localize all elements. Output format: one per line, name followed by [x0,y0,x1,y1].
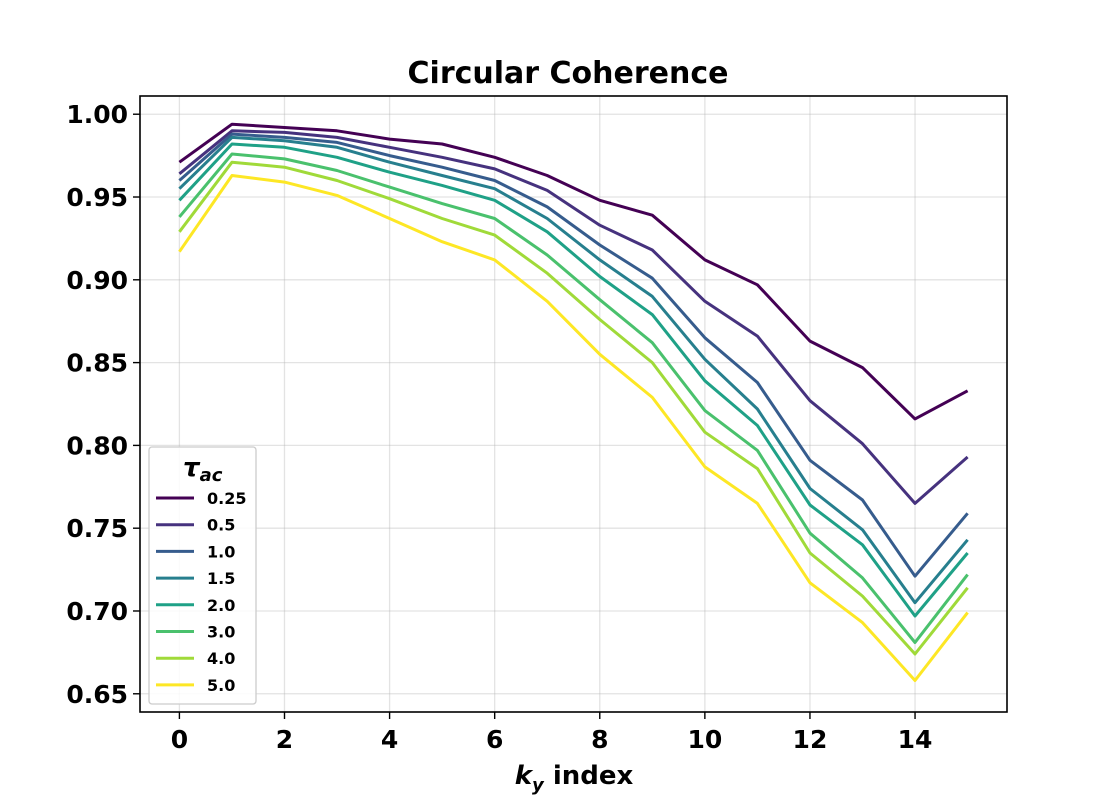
legend-label: 3.0 [207,623,235,642]
series-line-2.0 [178,142,969,618]
x-tick-label: 4 [381,725,398,754]
legend-box [148,446,257,705]
series-line-3.0 [178,152,969,644]
y-tick-label: 0.80 [66,431,128,460]
y-axis: 0.65 0.70 0.75 0.80 0.85 0.90 0.95 1.00 [66,100,140,709]
y-tick-label: 0.90 [66,266,128,295]
legend-label: 0.5 [207,516,235,535]
legend-label: 1.0 [207,542,235,561]
x-tick-label: 14 [898,725,933,754]
series-line-1.5 [178,135,969,605]
legend-label: 1.5 [207,569,235,588]
x-axis-label-subscript: y [532,775,545,796]
x-axis-label-text: index [544,761,634,791]
legend-label: 4.0 [207,649,235,668]
x-tick-label: 8 [591,725,608,754]
legend-label: 2.0 [207,596,235,615]
series-line-4.0 [178,160,969,656]
x-axis-label-symbol: k [515,761,534,791]
y-tick-label: 1.00 [66,100,128,129]
x-tick-label: 10 [687,725,722,754]
plot-frame [139,95,1008,713]
x-axis-label: ky index [515,761,634,796]
series-line-5.0 [178,174,969,682]
legend-title-symbol: τ [183,453,201,483]
legend-label: 5.0 [207,676,235,695]
series-line-0.25 [178,122,969,421]
series-line-1.0 [178,132,969,578]
y-tick-label: 0.75 [66,514,128,543]
legend-label: 0.25 [207,489,246,508]
legend-title-subscript: ac [200,465,223,486]
x-axis: 0 2 4 6 8 10 12 14 [171,712,933,754]
y-tick-label: 0.85 [66,349,128,378]
series-lines [178,122,969,682]
chart-title: Circular Coherence [408,56,729,91]
legend-items: 0.25 0.5 1.0 1.5 2.0 3.0 4.0 5.0 [156,489,246,695]
legend-title: τac [183,453,223,486]
series-line-0.5 [178,129,969,505]
y-tick-label: 0.65 [66,680,128,709]
grid [140,96,1007,712]
y-tick-label: 0.95 [66,183,128,212]
x-tick-label: 2 [276,725,293,754]
legend: τac 0.25 0.5 1.0 1.5 2.0 3.0 4.0 5.0 [148,446,257,705]
y-tick-label: 0.70 [66,597,128,626]
x-tick-label: 0 [171,725,188,754]
x-tick-label: 6 [486,725,503,754]
x-tick-label: 12 [793,725,828,754]
